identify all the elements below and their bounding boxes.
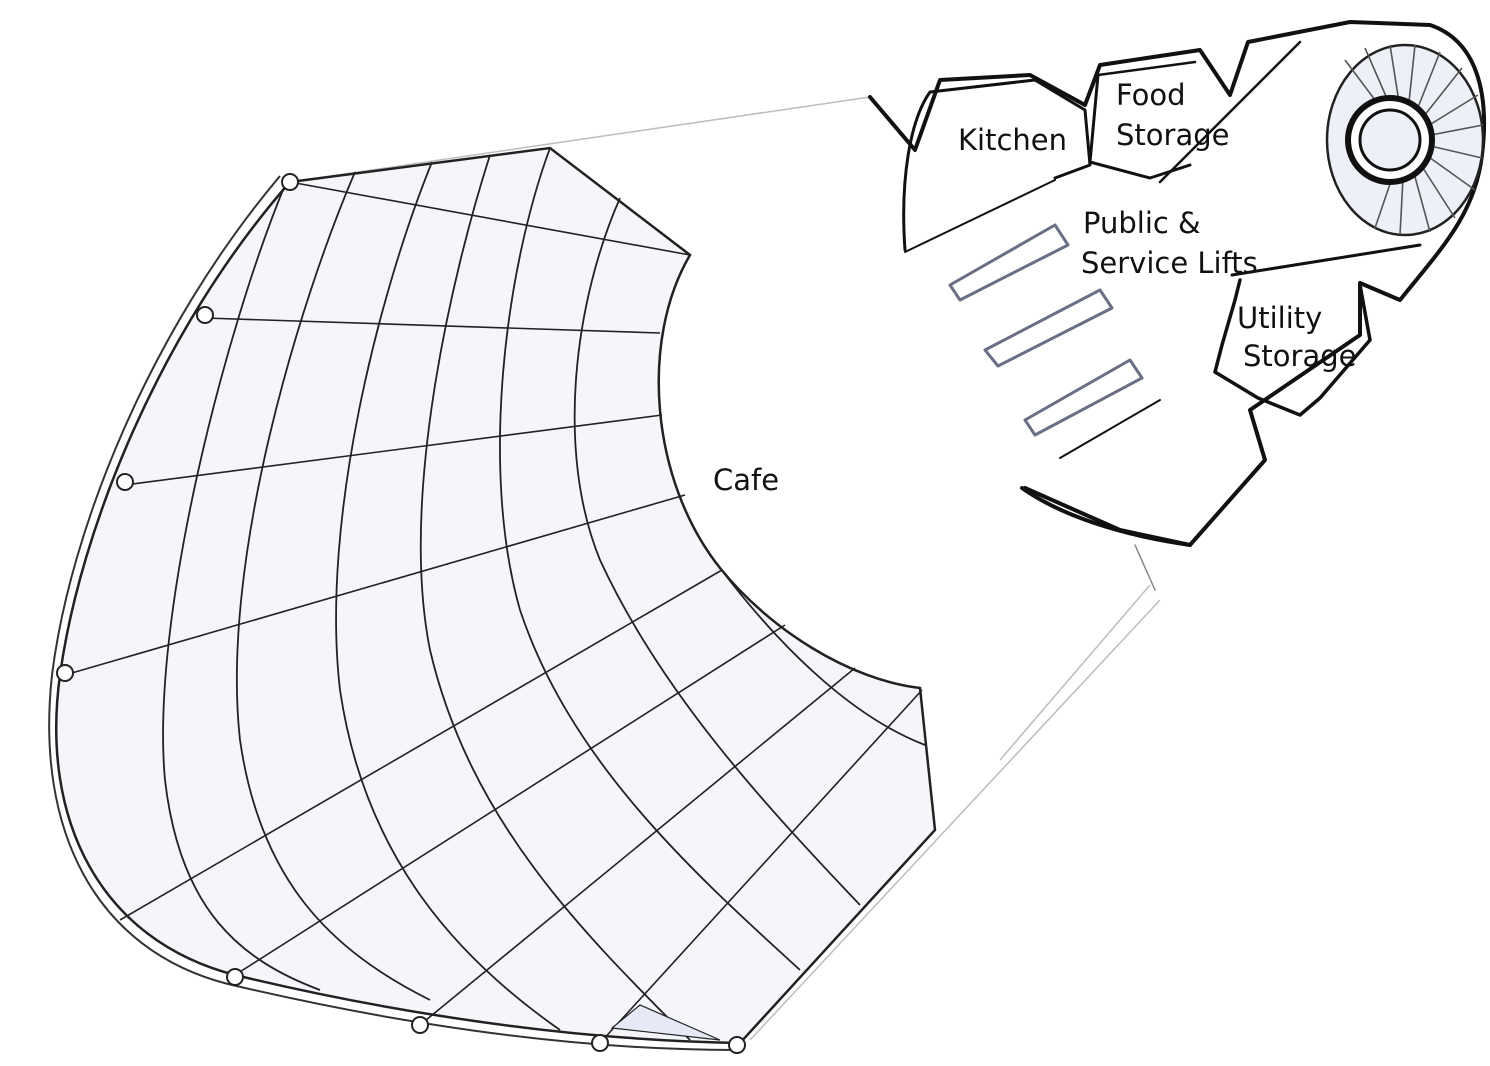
utility-storage-label-line1: Utility xyxy=(1237,301,1323,335)
cafe-columns xyxy=(56,173,746,1054)
cafe-outer-edge xyxy=(48,175,736,1051)
utility-storage-label-line2: Storage xyxy=(1243,339,1357,373)
cafe-concentric-arcs xyxy=(162,147,926,1041)
food-storage-label-line2: Storage xyxy=(1116,118,1230,152)
spiral-stair xyxy=(1325,43,1485,237)
cafe-label: Cafe xyxy=(713,463,780,497)
cafe-accent-panel xyxy=(610,1004,721,1041)
cafe-radial-lines xyxy=(64,181,923,1044)
food-storage-label-line1: Food xyxy=(1116,78,1186,112)
kitchen-label: Kitchen xyxy=(958,123,1067,157)
lifts-label-line2: Service Lifts xyxy=(1081,246,1258,280)
connector-lines xyxy=(289,96,1161,1041)
lifts-label-line1: Public & xyxy=(1083,206,1201,240)
cafe-floor-plate xyxy=(55,146,937,1045)
